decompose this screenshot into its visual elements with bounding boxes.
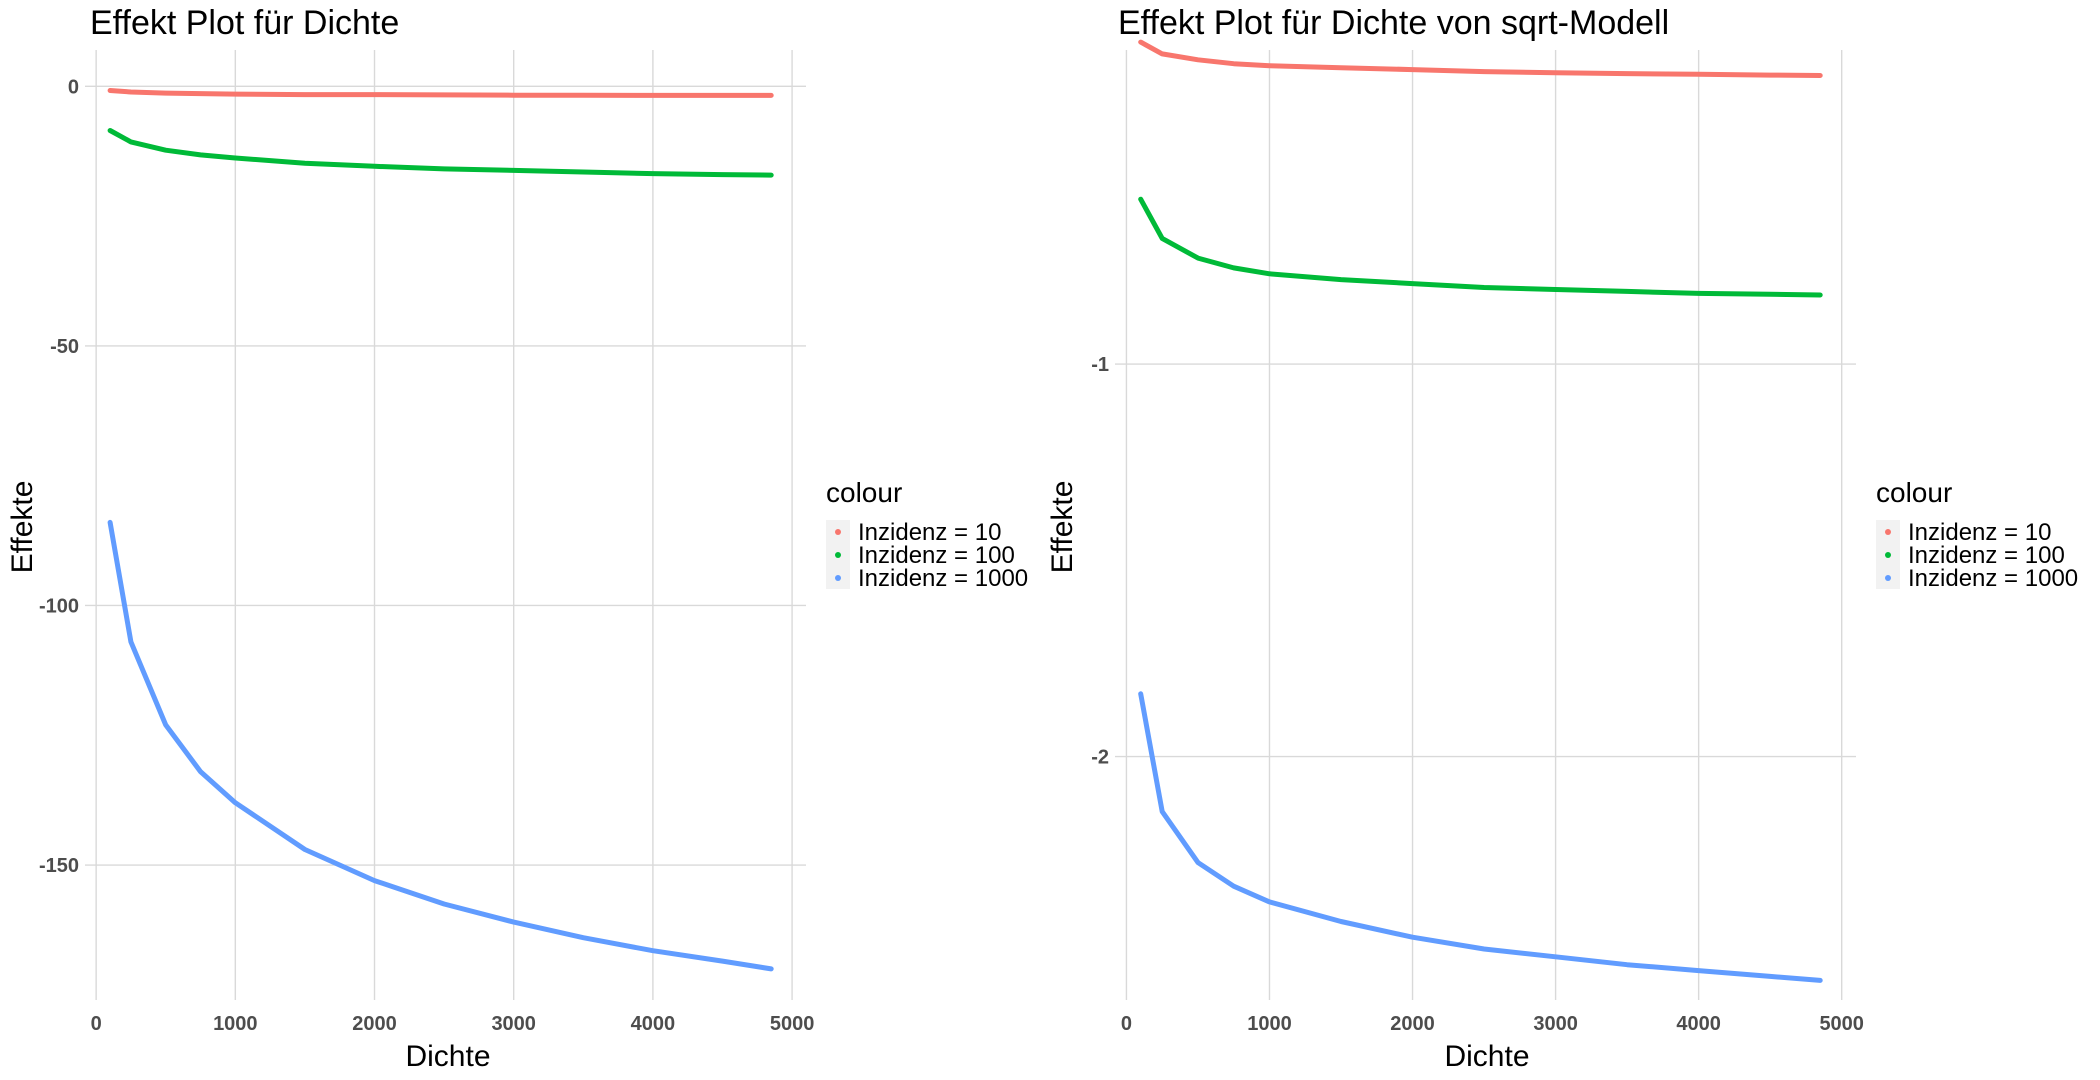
- series-line-3: [1138, 691, 1823, 983]
- legend-key-dot: [1885, 575, 1891, 581]
- x-tick-label: 2000: [1390, 1013, 1435, 1035]
- x-tick-label: 3000: [491, 1013, 536, 1035]
- chart-panel-right: Effekt Plot für Dichte von sqrt-Modell 0…: [1050, 0, 2100, 1080]
- series-line-1: [1138, 39, 1823, 78]
- chart-left: Effekt Plot für Dichte 0 1000 2000 3000 4000…: [6, 4, 1028, 1073]
- y-tick-label: -100: [39, 595, 79, 617]
- x-tick-label: 4000: [1676, 1013, 1721, 1035]
- chart-title: Effekt Plot für Dichte: [90, 4, 399, 42]
- series-line-3: [107, 519, 774, 972]
- legend-key-dot: [1885, 552, 1891, 558]
- legend-label: Inzidenz = 10: [858, 519, 1001, 546]
- legend-label: Inzidenz = 1000: [858, 565, 1028, 592]
- x-tick-label: 5000: [1819, 1013, 1864, 1035]
- legend-label: Inzidenz = 100: [858, 542, 1015, 569]
- x-tick-label: 0: [1121, 1013, 1132, 1035]
- y-tick-label: -150: [39, 855, 79, 877]
- chart-panel-left: Effekt Plot für Dichte 0 1000 2000 3000 4000…: [6, 4, 1028, 1073]
- x-tick-label: 4000: [631, 1013, 676, 1035]
- x-tick-label: 0: [91, 1013, 102, 1035]
- legend-key-dot: [835, 552, 841, 558]
- x-tick-label: 3000: [1533, 1013, 1578, 1035]
- y-tick-label: -2: [1091, 747, 1109, 769]
- legend-key-dot: [835, 575, 841, 581]
- legend-label: Inzidenz = 100: [1908, 542, 2065, 569]
- x-tick-label: 1000: [1247, 1013, 1292, 1035]
- legend-label: Inzidenz = 10: [1908, 519, 2051, 546]
- chart-title: Effekt Plot für Dichte von sqrt-Modell: [1118, 4, 1669, 42]
- legend-title: colour: [826, 477, 902, 508]
- chart-right: Effekt Plot für Dichte von sqrt-Modell 0…: [1050, 4, 2078, 1073]
- x-axis-title: Dichte: [405, 1040, 490, 1073]
- legend-key-dot: [835, 529, 841, 535]
- legend-key-dot: [1885, 529, 1891, 535]
- x-tick-label: 1000: [213, 1013, 258, 1035]
- x-tick-label: 5000: [770, 1013, 815, 1035]
- y-axis-title: Effekte: [6, 481, 39, 574]
- y-axis-title: Effekte: [1050, 481, 1079, 574]
- series-line-1: [107, 88, 774, 98]
- series-line-2: [107, 128, 774, 178]
- series-line-2: [1138, 196, 1823, 298]
- x-axis-title: Dichte: [1444, 1040, 1529, 1073]
- y-tick-label: -50: [50, 336, 79, 358]
- legend-label: Inzidenz = 1000: [1908, 565, 2078, 592]
- y-tick-label: 0: [68, 76, 79, 98]
- legend-title: colour: [1876, 477, 1952, 508]
- x-tick-label: 2000: [352, 1013, 397, 1035]
- y-tick-label: -1: [1091, 354, 1109, 376]
